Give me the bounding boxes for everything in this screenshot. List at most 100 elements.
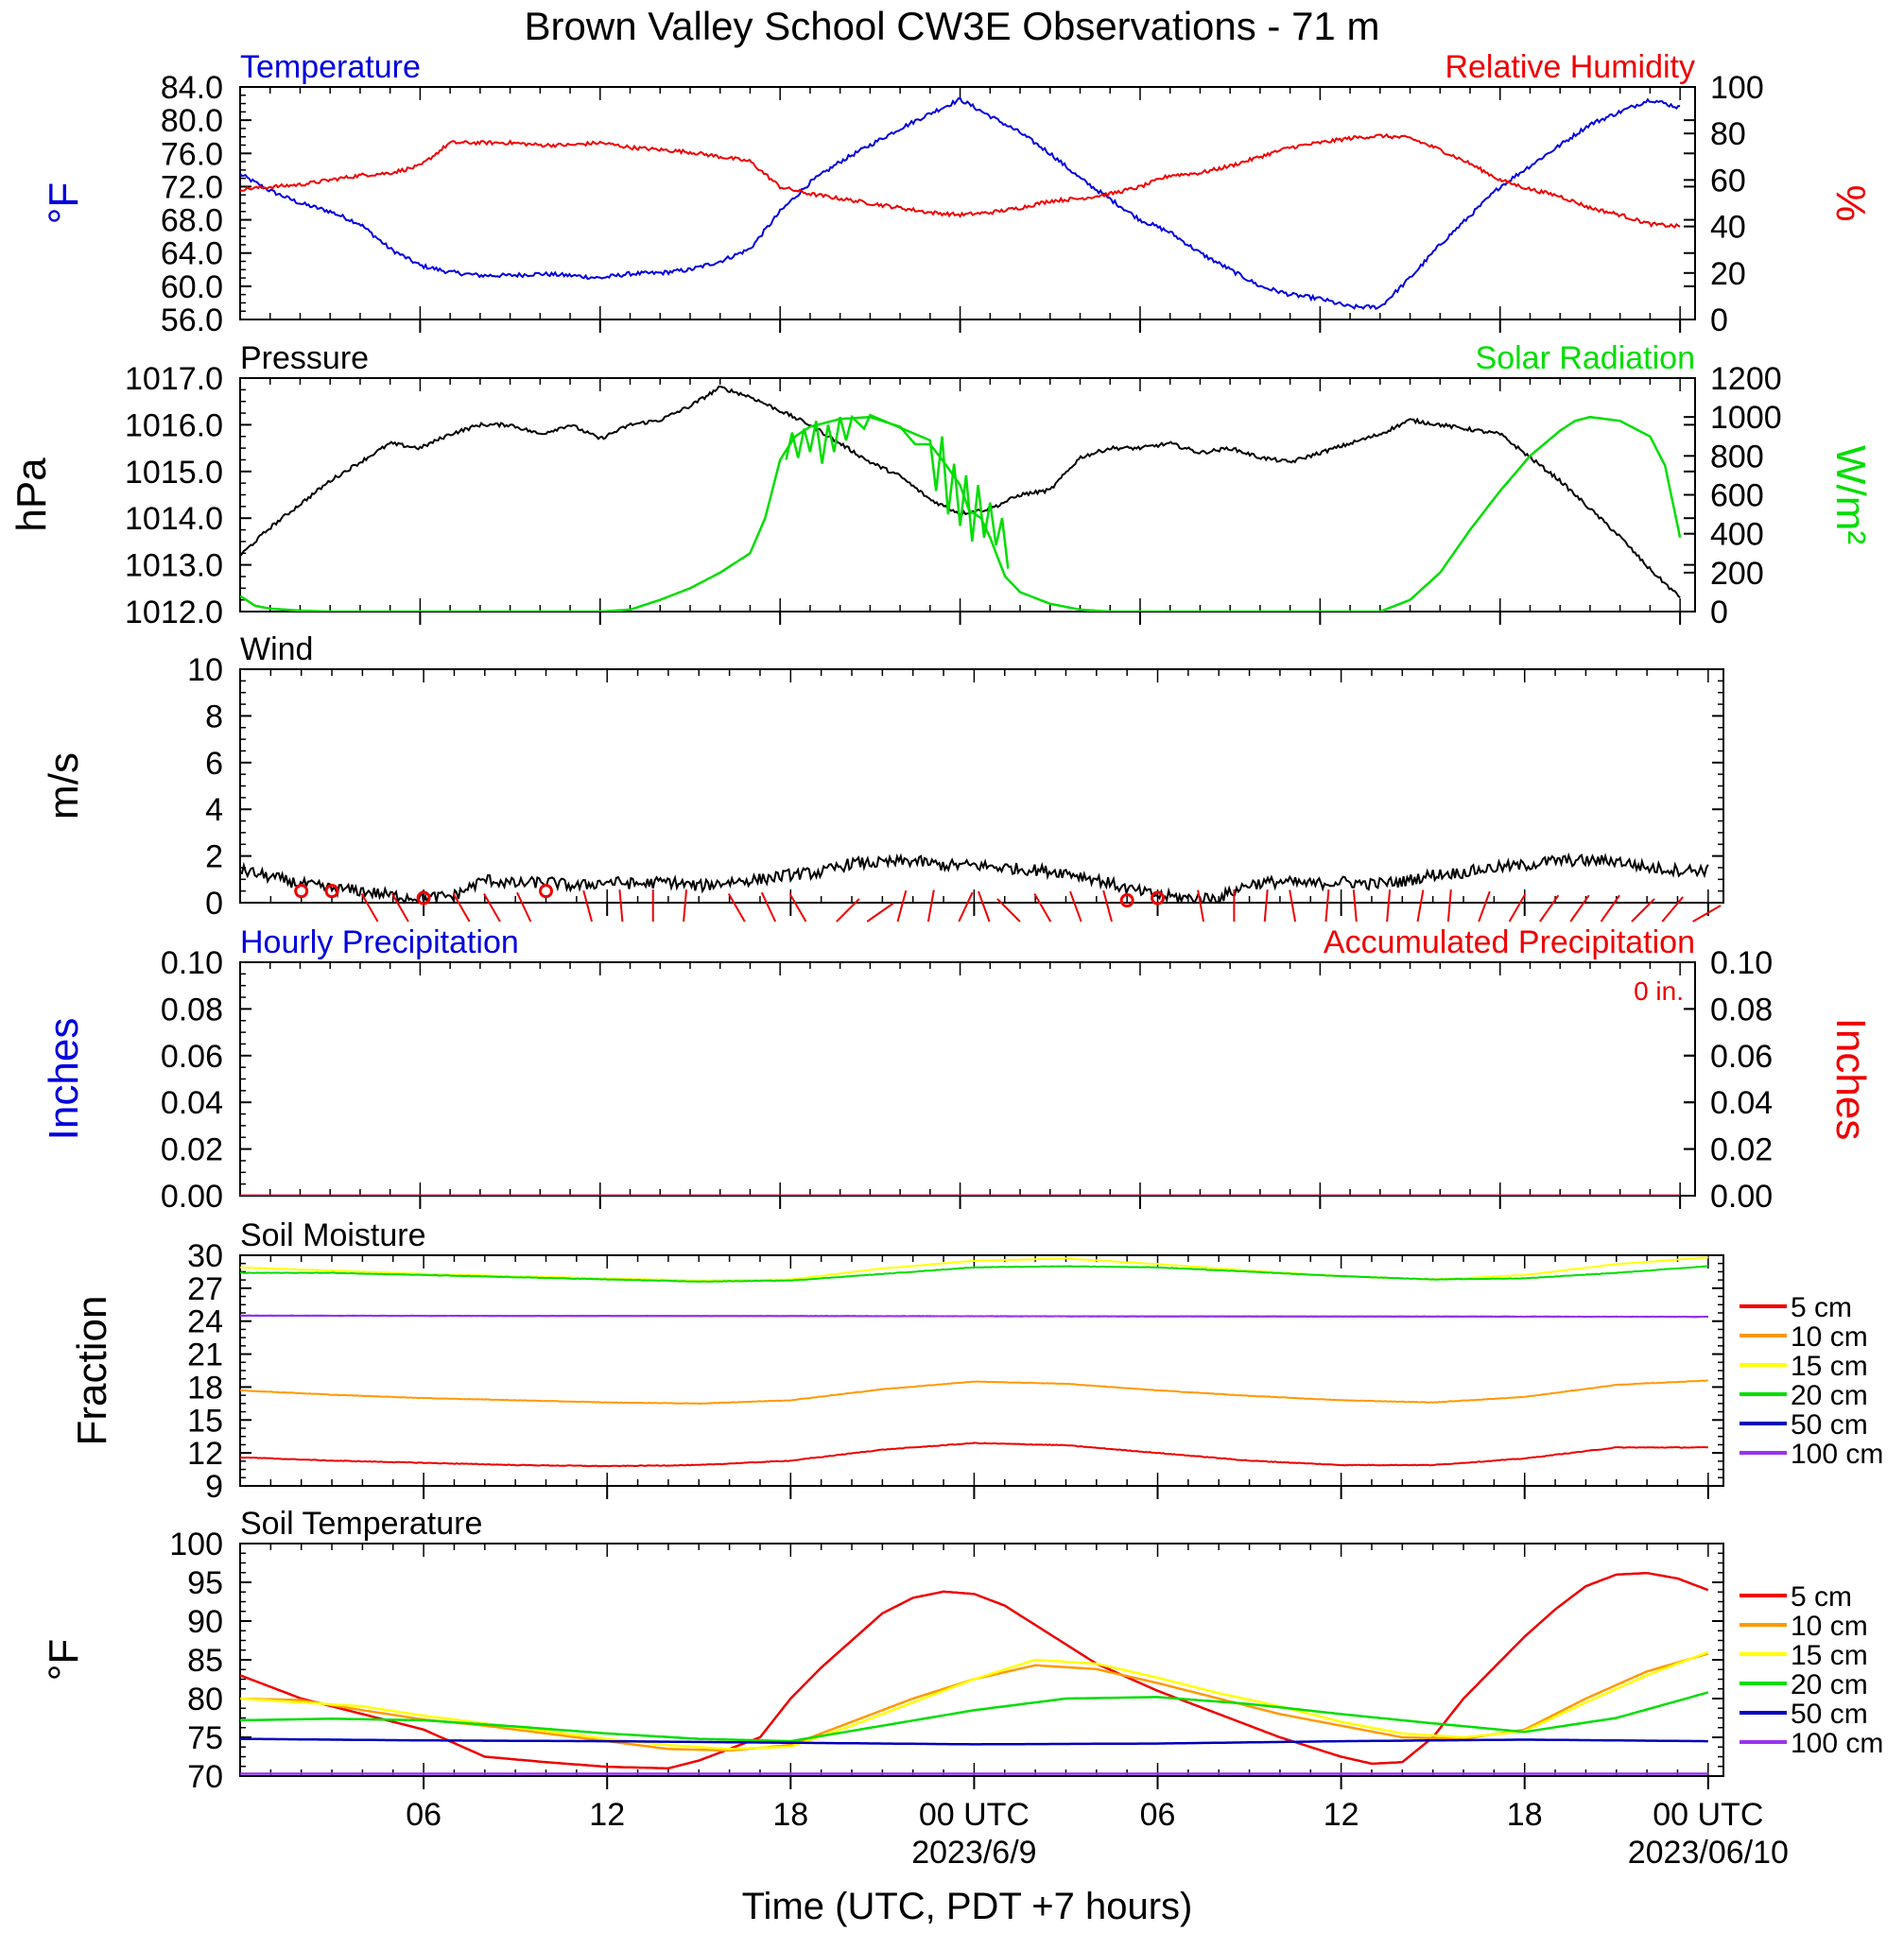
panel-title-left: Wind: [240, 631, 313, 667]
y-tick-label-left: 64.0: [161, 236, 223, 272]
x-tick-label: 18: [772, 1797, 808, 1833]
calm-wind-circle: [1151, 890, 1166, 906]
y-tick-label-right: 80: [1710, 116, 1746, 152]
y-tick-label-left: 1015.0: [125, 455, 223, 491]
series-line-pressure: [240, 385, 1681, 598]
y-tick-label-left: 100: [169, 1527, 223, 1562]
y-tick-label-left: 1016.0: [125, 407, 223, 443]
panels: Temperature Relative Humidity 56.060.064.0…: [9, 49, 1883, 1795]
y-tick-label-left: 95: [187, 1565, 223, 1601]
y-tick-label-left: 0: [205, 886, 223, 922]
y-tick-label-right: 800: [1710, 439, 1764, 475]
calm-wind-circle: [416, 890, 431, 906]
legend-label: 20 cm: [1791, 1380, 1868, 1411]
plot-frame: [239, 86, 1696, 320]
legend-label: 5 cm: [1791, 1581, 1852, 1613]
y-tick-label-left: 68.0: [161, 203, 223, 239]
x-axis-title: Time (UTC, PDT +7 hours): [742, 1886, 1193, 1927]
wind-barb: [896, 889, 908, 923]
legend-label: 50 cm: [1791, 1699, 1868, 1730]
y-tick-label-left: 24: [187, 1304, 223, 1340]
wind-barb: [1069, 890, 1082, 923]
y-tick-label-right: 0.10: [1710, 945, 1773, 981]
series-line-10-cm: [240, 1379, 1708, 1406]
y-tick-label-right: 400: [1710, 517, 1764, 553]
wind-barb: [1263, 889, 1269, 923]
y-tick-label-right: 0.08: [1710, 992, 1773, 1027]
wind-barb: [618, 889, 624, 923]
wind-barb: [978, 890, 991, 923]
wind-barb: [926, 889, 935, 923]
wind-barb: [683, 889, 688, 923]
x-tick-label: 12: [589, 1797, 625, 1833]
panel-pressure_solar: Pressure Solar Radiation 1012.0 1013.0 1014.…: [9, 340, 1874, 630]
series-line-50-cm: [240, 1737, 1708, 1746]
y-tick-label-left: 30: [187, 1238, 223, 1274]
y-tick-label-right: 0.02: [1710, 1132, 1773, 1168]
panel-temp_rh: Temperature Relative Humidity 56.060.064.0…: [41, 49, 1874, 338]
calm-wind-circle: [324, 884, 339, 899]
wind-barb: [727, 893, 746, 923]
x-tick-label: 00 UTC: [919, 1797, 1030, 1833]
y-tick-label-right: 1200: [1710, 361, 1782, 397]
series-line-15-cm: [240, 1256, 1709, 1282]
plot-frame: [239, 1254, 1724, 1487]
series-line-20-cm: [240, 1265, 1708, 1284]
y-axis-title-right: W/m²: [1827, 445, 1874, 544]
y-tick-label-left: 90: [187, 1604, 223, 1640]
y-tick-label-left: 6: [205, 746, 223, 782]
wind-barb: [1539, 894, 1560, 923]
legend-label: 10 cm: [1791, 1321, 1868, 1353]
wind-barb: [452, 893, 471, 923]
y-axis-title-left: °F: [41, 1639, 87, 1681]
wind-barb: [483, 893, 501, 923]
y-tick-label-left: 76.0: [161, 136, 223, 172]
series-line-5-cm: [240, 1441, 1708, 1468]
y-tick-label-left: 0.08: [161, 992, 223, 1027]
y-axis-title-left: m/s: [41, 752, 87, 820]
y-tick-label-right: 100: [1710, 70, 1764, 106]
y-tick-label-left: 0.02: [161, 1132, 223, 1168]
x-tick-label: 12: [1324, 1797, 1359, 1833]
y-axis-title-left: hPa: [9, 457, 55, 532]
y-tick-label-left: 18: [187, 1370, 223, 1406]
wind-barb: [1508, 893, 1527, 923]
y-tick-label-right: 0.00: [1710, 1179, 1773, 1215]
wind-barb: [1478, 890, 1491, 923]
series-line-5-cm: [240, 1571, 1709, 1770]
y-tick-label-left: 27: [187, 1271, 223, 1307]
y-tick-label-right: 600: [1710, 478, 1764, 514]
series-line-15-cm: [240, 1650, 1709, 1751]
wind-barb: [866, 902, 894, 923]
series-line-wind: [240, 852, 1709, 903]
panel-wind: Wind 0 2 4 6 8 10 m/s: [41, 631, 1724, 923]
panel-title-left: Pressure: [240, 340, 369, 376]
wind-barb: [582, 889, 593, 923]
y-tick-label-left: 0.04: [161, 1085, 223, 1121]
y-tick-label-right: 1000: [1710, 400, 1782, 436]
y-tick-label-left: 70: [187, 1759, 223, 1795]
legend-label: 100 cm: [1791, 1439, 1883, 1470]
wind-barb: [1661, 896, 1684, 923]
y-tick-label-left: 84.0: [161, 70, 223, 106]
legend-label: 20 cm: [1791, 1669, 1868, 1700]
y-tick-label-left: 10: [187, 652, 223, 688]
y-tick-label-right: 0: [1710, 302, 1728, 338]
x-date-label: 2023/6/9: [911, 1835, 1036, 1871]
y-tick-label-right: 0.04: [1710, 1085, 1773, 1121]
y-tick-label-left: 0.10: [161, 945, 223, 981]
panel-title-left: Soil Temperature: [240, 1506, 482, 1542]
x-tick-label: 00 UTC: [1653, 1797, 1763, 1833]
precip-total-label: 0 in.: [1634, 976, 1684, 1006]
wind-barb: [360, 893, 379, 923]
y-tick-label-right: 200: [1710, 556, 1764, 592]
wind-barb: [958, 891, 974, 923]
y-tick-label-left: 9: [205, 1469, 223, 1505]
wind-barb: [1197, 889, 1205, 923]
y-tick-label-left: 56.0: [161, 302, 223, 338]
wind-barb: [1631, 898, 1655, 923]
